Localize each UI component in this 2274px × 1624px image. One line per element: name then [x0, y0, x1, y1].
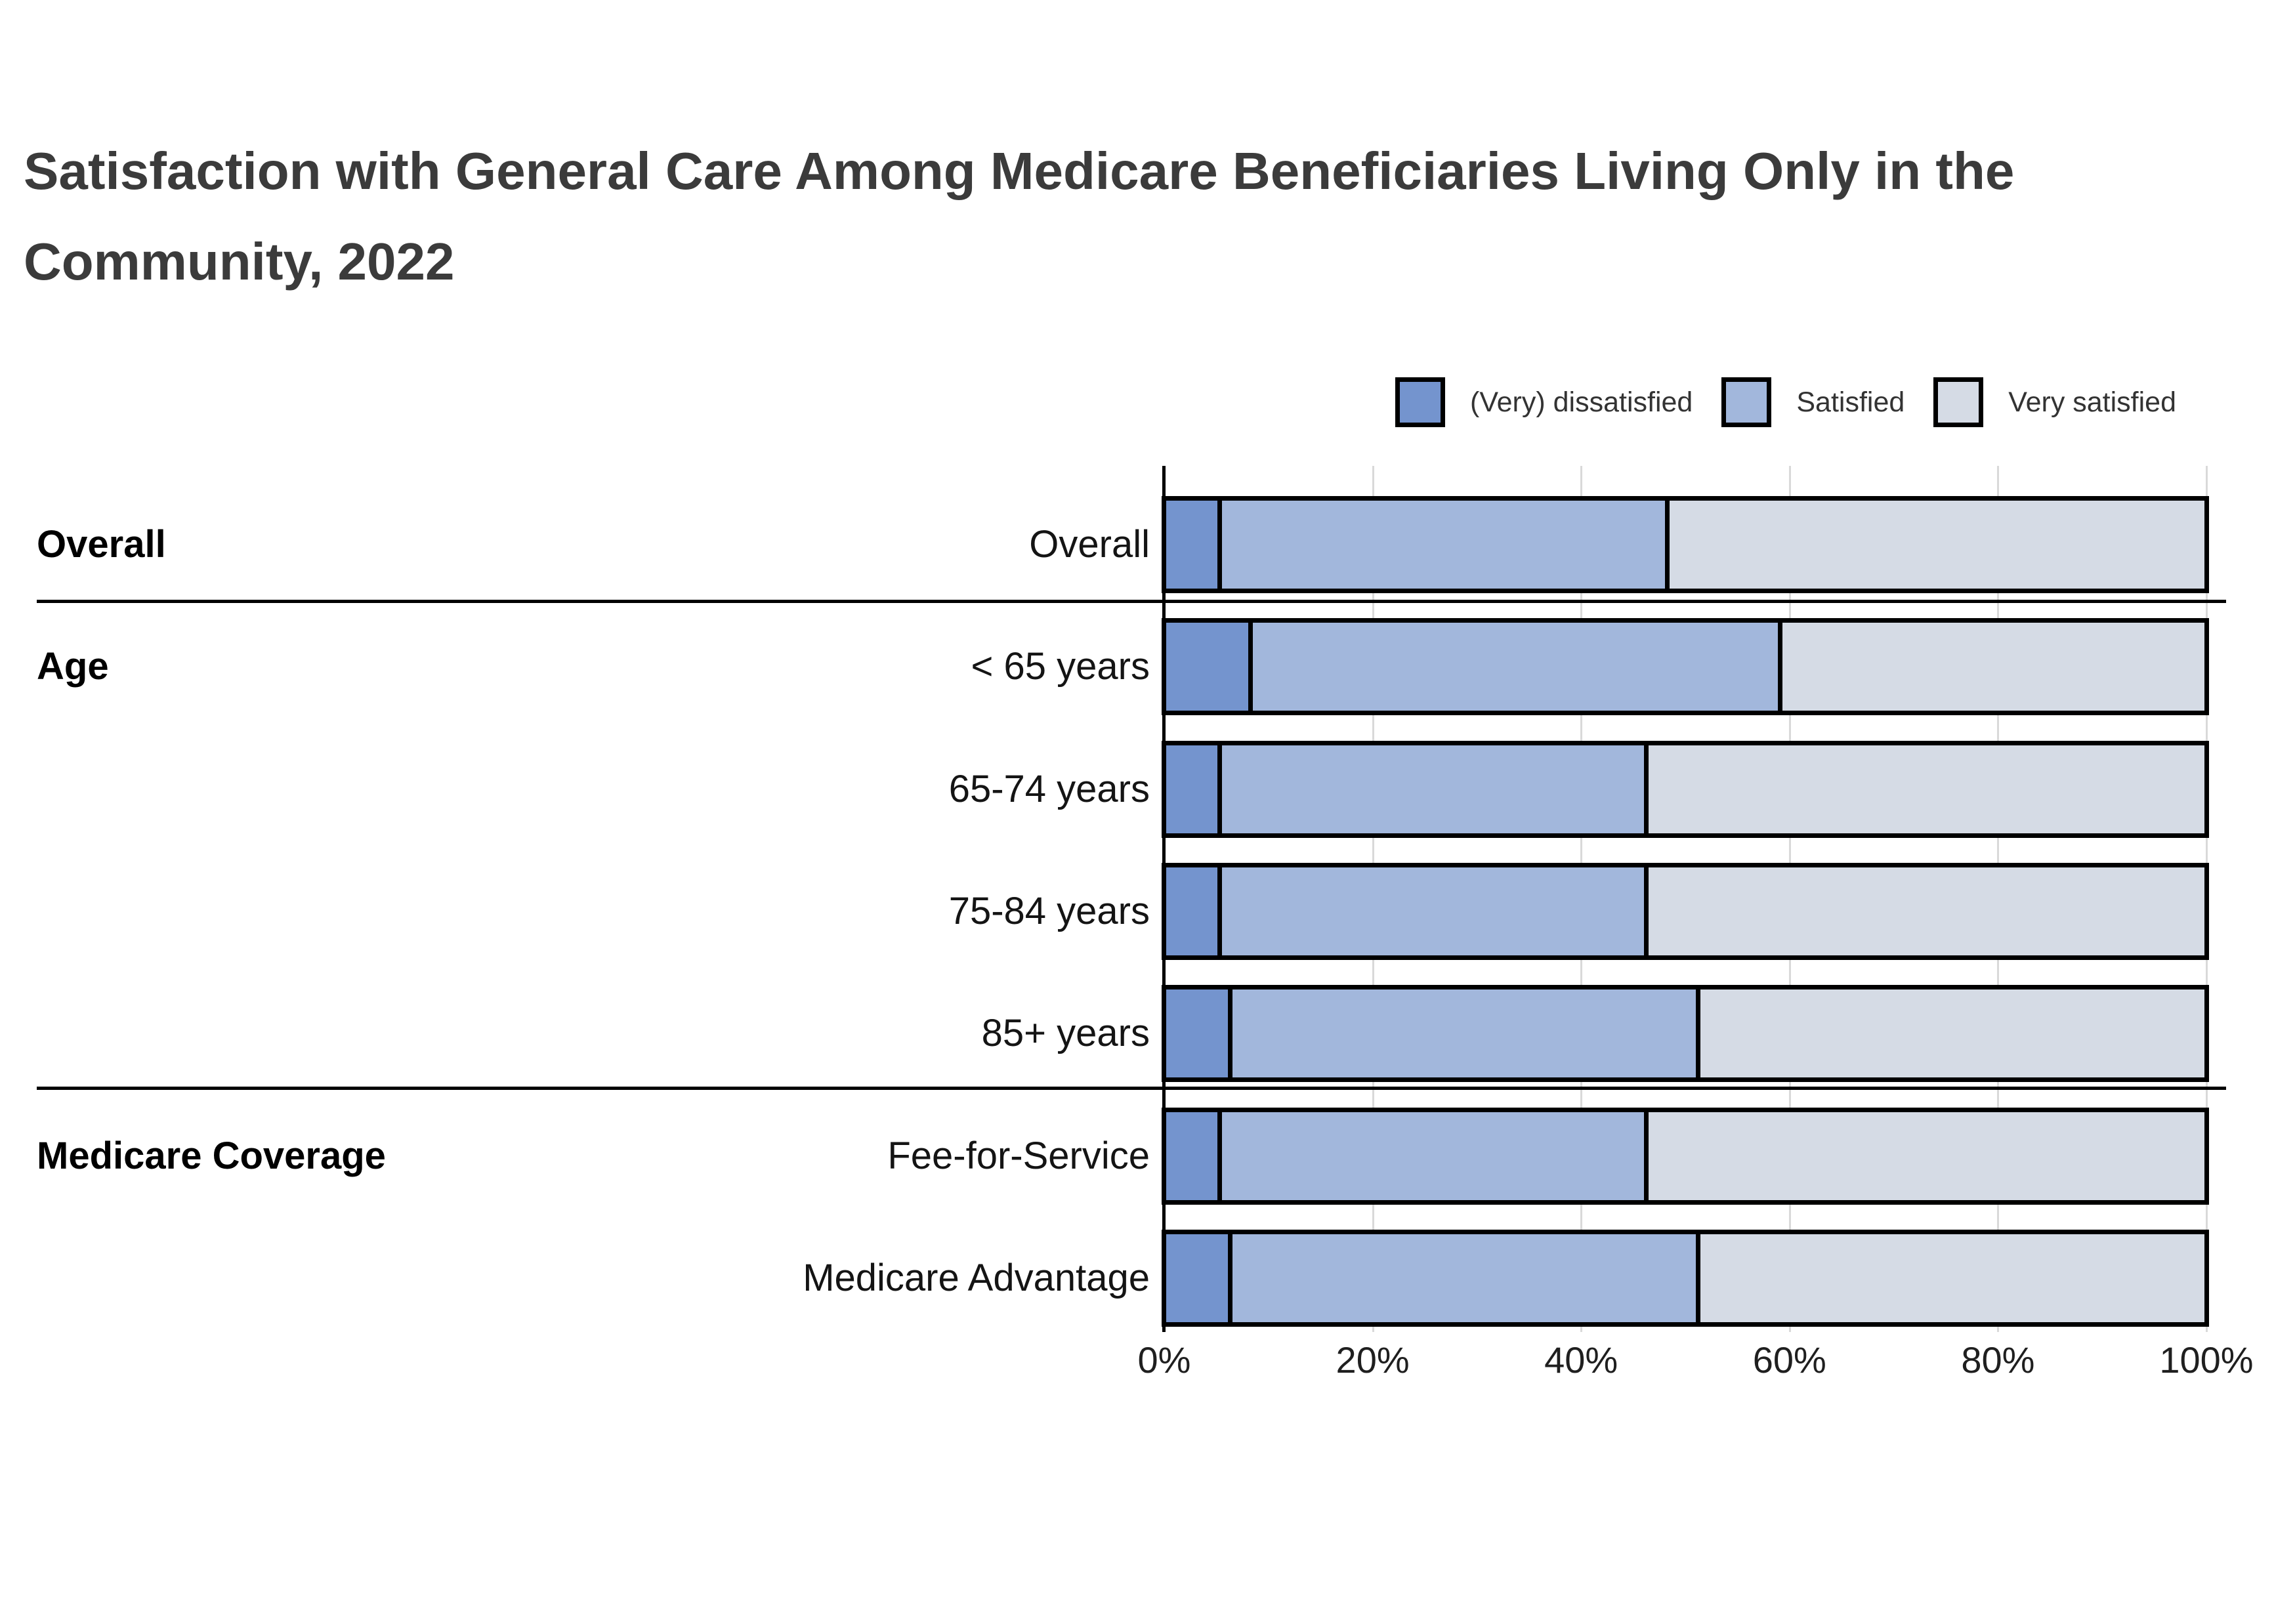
legend-item-2: Satisfied [1721, 377, 1905, 427]
bar-segment-satisfied [1217, 1112, 1645, 1200]
group-separator-2 [37, 1087, 2226, 1090]
bar-segment-satisfied [1217, 501, 1665, 589]
bar-row-6 [1162, 1108, 2209, 1205]
bar-row-4 [1162, 863, 2209, 960]
bar-segment-dissatisfied [1166, 1112, 1218, 1200]
x-tick-label-100: 100% [2159, 1339, 2254, 1381]
bar-segment-satisfied [1228, 1234, 1696, 1322]
bar-row-1 [1162, 496, 2209, 593]
bar-row-2 [1162, 618, 2209, 715]
row-label-7: Medicare Advantage [803, 1257, 1150, 1299]
bar-segment-dissatisfied [1166, 867, 1218, 955]
bar-segment-dissatisfied [1166, 623, 1249, 711]
bar-row-7 [1162, 1230, 2209, 1327]
x-tick-label-0: 0% [1137, 1339, 1191, 1381]
bar-segment-very-satisfied [1664, 501, 2204, 589]
group-separator-1 [37, 600, 2226, 603]
bar-segment-very-satisfied [1644, 867, 2204, 955]
chart-title-line1: Satisfaction with General Care Among Med… [24, 142, 2015, 200]
row-label-5: 85+ years [981, 1012, 1150, 1054]
bar-segment-dissatisfied [1166, 989, 1229, 1077]
row-label-3: 65-74 years [948, 768, 1150, 810]
legend-label: (Very) dissatisfied [1470, 386, 1693, 418]
legend-item-1: (Very) dissatisfied [1395, 377, 1693, 427]
bar-segment-satisfied [1248, 623, 1779, 711]
bar-segment-satisfied [1228, 989, 1696, 1077]
row-label-6: Fee-for-Service [887, 1135, 1150, 1177]
legend: (Very) dissatisfied Satisfied Very satisfi… [1395, 377, 2176, 427]
row-label-1: Overall [1029, 523, 1150, 566]
row-label-2: < 65 years [971, 645, 1150, 688]
group-label-overall: Overall [37, 523, 166, 566]
legend-swatch-icon [1933, 377, 1984, 427]
bar-segment-satisfied [1217, 867, 1645, 955]
legend-swatch-icon [1721, 377, 1772, 427]
row-label-4: 75-84 years [948, 890, 1150, 932]
legend-swatch-icon [1395, 377, 1445, 427]
group-label-medicare-coverage: Medicare Coverage [37, 1135, 386, 1177]
bar-row-5 [1162, 985, 2209, 1082]
bar-segment-very-satisfied [1695, 989, 2204, 1077]
bar-segment-dissatisfied [1166, 501, 1218, 589]
x-tick-label-80: 80% [1961, 1339, 2035, 1381]
bar-segment-very-satisfied [1644, 745, 2204, 833]
chart-title: Satisfaction with General Care Among Med… [24, 126, 2242, 307]
x-tick-label-40: 40% [1544, 1339, 1618, 1381]
bar-segment-very-satisfied [1644, 1112, 2204, 1200]
legend-label: Very satisfied [2008, 386, 2177, 418]
bar-segment-satisfied [1217, 745, 1645, 833]
group-label-age: Age [37, 645, 109, 688]
x-tick-label-60: 60% [1752, 1339, 1826, 1381]
x-tick-label-20: 20% [1336, 1339, 1410, 1381]
bar-segment-dissatisfied [1166, 1234, 1229, 1322]
legend-label: Satisfied [1796, 386, 1905, 418]
bar-segment-very-satisfied [1695, 1234, 2204, 1322]
bar-segment-dissatisfied [1166, 745, 1218, 833]
chart-title-line2: Community, 2022 [24, 232, 455, 291]
legend-item-3: Very satisfied [1933, 377, 2176, 427]
bar-segment-very-satisfied [1778, 623, 2204, 711]
bar-row-3 [1162, 741, 2209, 838]
